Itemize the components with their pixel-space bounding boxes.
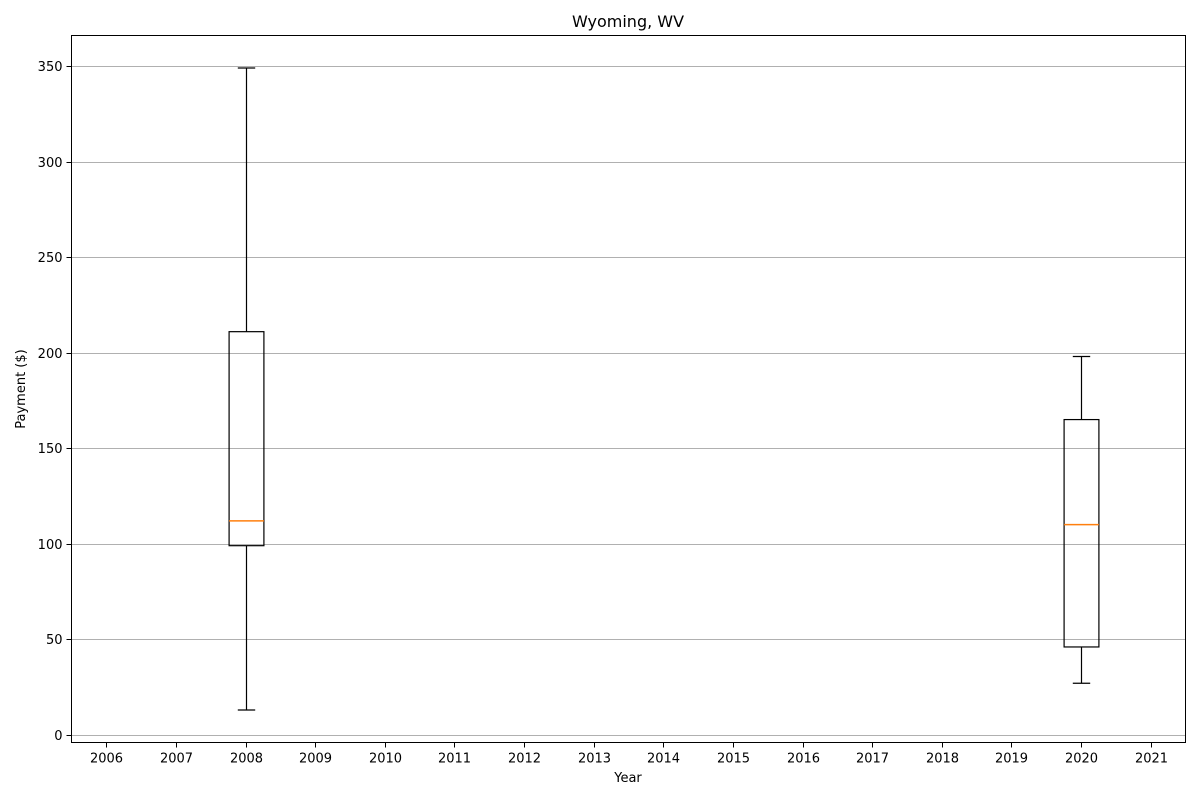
x-tick-label: 2009 (299, 752, 332, 767)
x-tick-label: 2013 (578, 752, 611, 767)
y-tick-label: 50 (46, 633, 63, 648)
x-tick-label: 2010 (369, 752, 402, 767)
x-tick-label: 2018 (926, 752, 959, 767)
y-tick-label: 150 (38, 442, 63, 457)
box-plots (228, 67, 1100, 711)
x-tick-label: 2006 (90, 752, 123, 767)
x-axis-ticks: 2006 2007 2008 2009 2010 2011 2012 2013 2014 2015… (90, 742, 1168, 767)
y-tick-label: 0 (54, 729, 62, 744)
y-axis-label: Payment ($) (14, 349, 29, 428)
box-plot-2008 (228, 67, 265, 711)
x-tick-label: 2011 (438, 752, 471, 767)
box-plot-2020 (1063, 355, 1100, 684)
interquartile-box (228, 331, 265, 547)
x-axis-label: Year (613, 771, 642, 786)
chart-title: Wyoming, WV (572, 12, 684, 31)
x-tick-label: 2020 (1065, 752, 1098, 767)
x-tick-label: 2017 (856, 752, 889, 767)
x-tick-label: 2019 (995, 752, 1028, 767)
x-tick-label: 2008 (230, 752, 263, 767)
y-tick-label: 300 (38, 156, 63, 171)
x-tick-label: 2021 (1135, 752, 1168, 767)
x-tick-label: 2014 (647, 752, 680, 767)
x-tick-label: 2007 (160, 752, 193, 767)
y-tick-label: 100 (38, 538, 63, 553)
x-tick-label: 2015 (717, 752, 750, 767)
x-tick-label: 2016 (787, 752, 820, 767)
y-axis-ticks: 0 50 100 150 200 250 300 350 (38, 60, 72, 744)
plot-area-frame (71, 35, 1186, 743)
x-tick-label: 2012 (508, 752, 541, 767)
y-tick-label: 250 (38, 251, 63, 266)
grid-lines (71, 66, 1186, 736)
y-tick-label: 200 (38, 347, 63, 362)
interquartile-box (1063, 418, 1100, 648)
y-tick-label: 350 (38, 60, 63, 75)
